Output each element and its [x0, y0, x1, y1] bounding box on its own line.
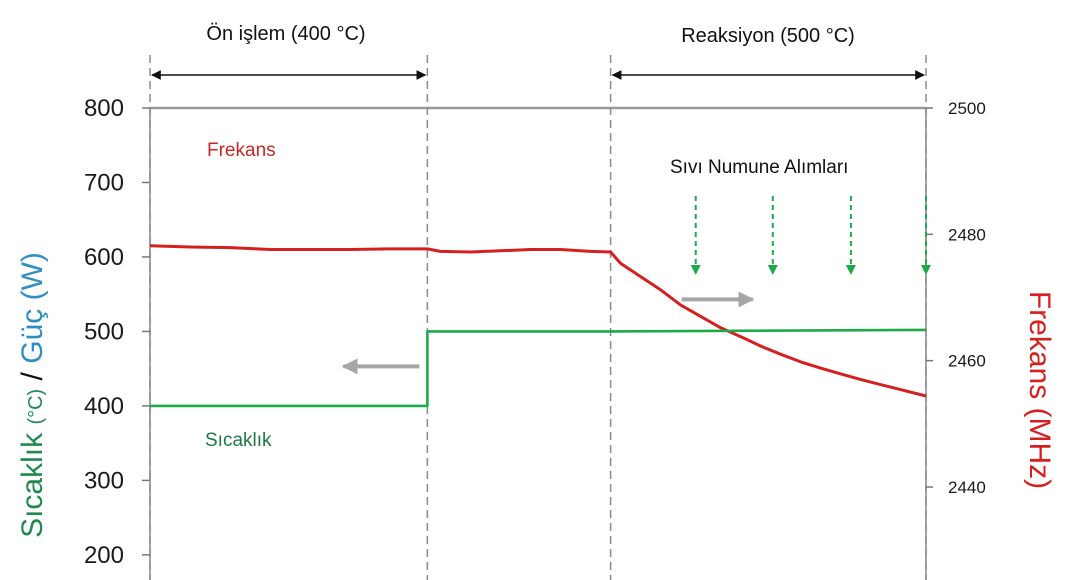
series-layer	[149, 244, 927, 408]
phase-label-pretreatment: Ön işlem (400 °C)	[206, 23, 365, 45]
y-left-tick-label: 400	[84, 393, 124, 420]
sampling-label: Sıvı Numune Alımları	[670, 157, 848, 178]
y-left-tick-label: 500	[84, 318, 124, 345]
y-right-tick-label: 2480	[948, 225, 986, 244]
y-left-tick-label: 600	[84, 244, 124, 271]
arrows-layer	[341, 196, 931, 375]
y-left-tick-label: 200	[84, 542, 124, 569]
y-axis-left-label: Sıcaklık (°C) / Güç (W)	[16, 252, 49, 538]
tick-labels: 200 300 400 500 600 700 800 2440 2460 2480 2500	[84, 95, 986, 569]
y-axis-right-label: Frekans (MHz)	[1023, 291, 1056, 489]
phase-markers	[149, 55, 927, 580]
series-line-temperature	[150, 328, 927, 408]
y-right-tick-label: 2500	[948, 99, 986, 118]
temperature-series-label: Sıcaklık	[205, 430, 272, 451]
grid-layer	[149, 106, 927, 580]
frequency-series-label: Frekans	[207, 140, 276, 161]
y-right-tick-label: 2460	[948, 352, 986, 371]
y-left-tick-label: 300	[84, 467, 124, 494]
y-left-tick-label: 800	[84, 95, 124, 122]
y-right-tick-label: 2440	[948, 478, 986, 497]
phase-label-reaction: Reaksiyon (500 °C)	[681, 25, 855, 47]
y-left-tick-label: 700	[84, 169, 124, 196]
series-line-frequency	[149, 244, 927, 398]
